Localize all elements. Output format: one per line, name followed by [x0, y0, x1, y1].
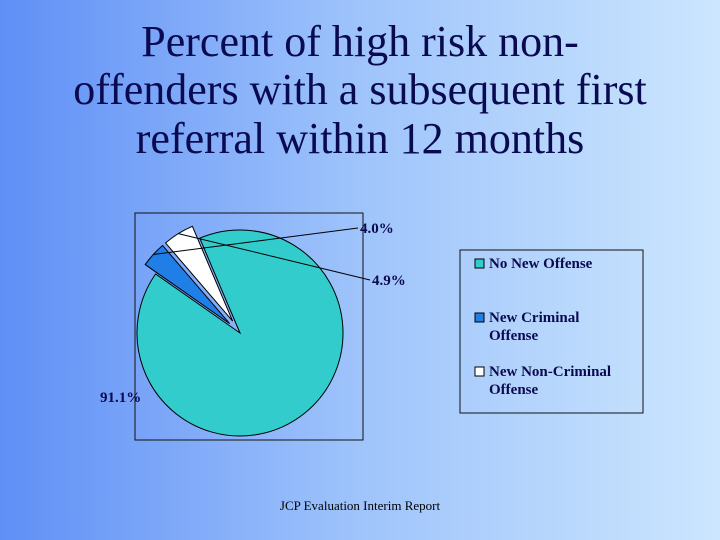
legend-swatch-3	[474, 366, 485, 377]
legend-swatch-1	[474, 258, 485, 269]
legend-label-3-line-2: Offense	[489, 382, 538, 398]
footer-text: JCP Evaluation Interim Report	[279, 498, 441, 513]
leader-line-2	[153, 227, 359, 255]
title-line-2: offenders with a subsequent first	[73, 65, 647, 115]
data-label-1: 91.1%	[100, 390, 141, 406]
title-line-3: referral within 12 months	[135, 113, 585, 163]
leader-line-3	[178, 233, 371, 281]
pie-slice-1	[136, 229, 344, 437]
data-label-2: 4.0%	[360, 221, 394, 237]
legend-label-3-line-1: New Non-Criminal	[489, 364, 611, 380]
legend-frame	[459, 249, 644, 414]
legend-swatch-2	[474, 312, 485, 323]
plot-area-frame	[134, 212, 364, 441]
pie-slice-3	[164, 225, 234, 322]
legend-label-2-line-1: New Criminal	[489, 310, 579, 326]
title-line-1: Percent of high risk non-	[141, 17, 579, 66]
data-label-3: 4.9%	[372, 273, 406, 289]
page-title: Percent of high risk non- offenders with…	[40, 17, 680, 163]
legend-label-1-line-1: No New Offense	[489, 256, 593, 272]
legend-label-2-line-2: Offense	[489, 328, 538, 344]
